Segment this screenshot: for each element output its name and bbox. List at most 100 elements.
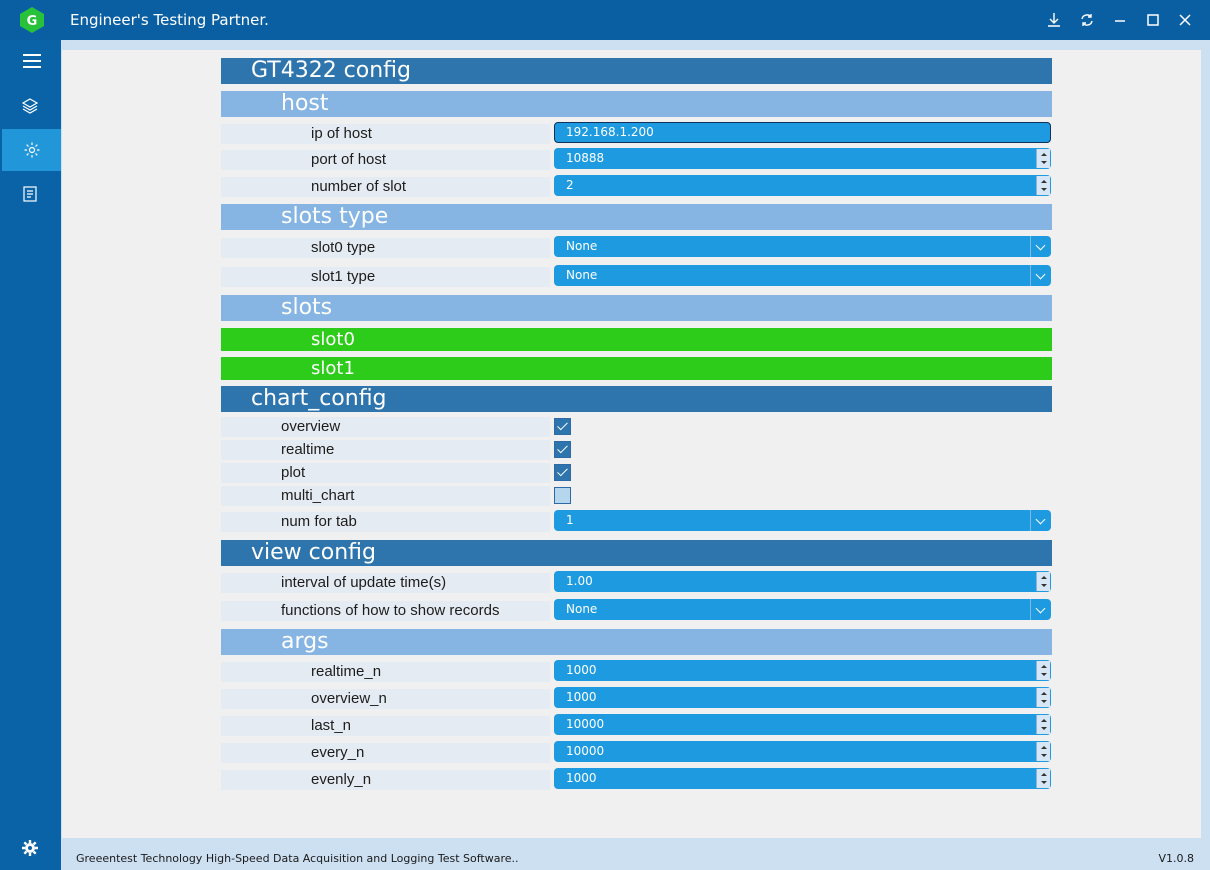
overview-n-spinbox[interactable]: 1000	[554, 687, 1051, 708]
num-for-tab-row: num for tab 1	[221, 510, 1052, 532]
app-title: Engineer's Testing Partner.	[70, 11, 269, 29]
close-icon[interactable]	[1175, 10, 1195, 30]
slot-count-stepper[interactable]	[1036, 176, 1050, 195]
interval-row: interval of update time(s) 1.00	[221, 571, 1052, 593]
port-of-host-row: port of host 10888	[221, 148, 1052, 170]
realtime-n-stepper[interactable]	[1036, 661, 1050, 680]
realtime-n-value: 1000	[566, 663, 597, 677]
slot0-type-label: slot0 type	[311, 239, 376, 256]
document-icon[interactable]	[0, 173, 59, 215]
realtime-n-spinbox[interactable]: 1000	[554, 660, 1051, 681]
interval-stepper[interactable]	[1036, 572, 1050, 591]
overview-row: overview	[221, 417, 1052, 437]
config-panel: GT4322 config host ip of host 192.168.1.…	[62, 50, 1201, 838]
plot-checkbox[interactable]	[554, 464, 571, 481]
evenly-n-spinbox[interactable]: 1000	[554, 768, 1051, 789]
menu-icon[interactable]	[2, 40, 61, 82]
overview-n-label: overview_n	[311, 690, 387, 707]
last-n-label: last_n	[311, 717, 352, 734]
slots-section-header: slots	[221, 295, 1052, 321]
svg-text:G: G	[27, 14, 38, 29]
evenly-n-row: evenly_n 1000	[221, 768, 1052, 790]
functions-select[interactable]: None	[554, 599, 1051, 620]
sidebar	[0, 40, 61, 870]
every-n-stepper[interactable]	[1036, 742, 1050, 761]
port-of-host-value: 10888	[566, 151, 605, 165]
chart-config-section-header: chart_config	[221, 386, 1052, 412]
every-n-row: every_n 10000	[221, 741, 1052, 763]
every-n-label: every_n	[311, 744, 365, 761]
realtime-n-label: realtime_n	[311, 663, 382, 680]
number-of-slot-row: number of slot 2	[221, 175, 1052, 197]
number-of-slot-label: number of slot	[311, 178, 407, 195]
slot1-type-row: slot1 type None	[221, 265, 1052, 287]
ip-of-host-label: ip of host	[311, 125, 372, 142]
slot1-item[interactable]: slot1	[221, 357, 1052, 380]
overview-n-value: 1000	[566, 690, 597, 704]
ip-of-host-row: ip of host 192.168.1.200	[221, 122, 1052, 144]
args-section-header: args	[221, 629, 1052, 655]
num-for-tab-value: 1	[566, 513, 574, 527]
realtime-n-row: realtime_n 1000	[221, 660, 1052, 682]
maximize-icon[interactable]	[1143, 10, 1163, 30]
evenly-n-value: 1000	[566, 771, 597, 785]
slot1-type-select[interactable]: None	[554, 265, 1051, 286]
chevron-down-icon[interactable]	[1030, 265, 1051, 286]
interval-value: 1.00	[566, 574, 593, 588]
num-for-tab-select[interactable]: 1	[554, 510, 1051, 531]
last-n-stepper[interactable]	[1036, 715, 1050, 734]
status-bar: Greeentest Technology High-Speed Data Ac…	[61, 848, 1210, 870]
config-title: GT4322 config	[221, 58, 1052, 84]
functions-label: functions of how to show records	[281, 602, 500, 619]
realtime-checkbox[interactable]	[554, 441, 571, 458]
gear-icon[interactable]	[0, 827, 59, 869]
slot1-type-label: slot1 type	[311, 268, 376, 285]
plot-label: plot	[281, 464, 306, 481]
multi-chart-checkbox[interactable]	[554, 487, 571, 504]
slot0-type-value: None	[566, 239, 598, 253]
overview-n-stepper[interactable]	[1036, 688, 1050, 707]
slot0-item[interactable]: slot0	[221, 328, 1052, 351]
number-of-slot-value: 2	[566, 178, 574, 192]
chevron-down-icon[interactable]	[1030, 599, 1051, 620]
num-for-tab-label: num for tab	[281, 513, 357, 530]
slot0-type-select[interactable]: None	[554, 236, 1051, 257]
slots-type-section-header: slots type	[221, 204, 1052, 230]
version-label: V1.0.8	[1158, 852, 1194, 865]
chevron-down-icon[interactable]	[1030, 510, 1051, 531]
ip-of-host-input[interactable]: 192.168.1.200	[554, 122, 1051, 143]
layers-icon[interactable]	[0, 85, 59, 127]
evenly-n-stepper[interactable]	[1036, 769, 1050, 788]
evenly-n-label: evenly_n	[311, 771, 372, 788]
overview-checkbox[interactable]	[554, 418, 571, 435]
minimize-icon[interactable]	[1110, 10, 1130, 30]
functions-value: None	[566, 602, 598, 616]
interval-spinbox[interactable]: 1.00	[554, 571, 1051, 592]
number-of-slot-spinbox[interactable]: 2	[554, 175, 1051, 196]
settings-icon[interactable]	[2, 129, 61, 171]
chevron-down-icon[interactable]	[1030, 236, 1051, 257]
multi-chart-label: multi_chart	[281, 487, 355, 504]
slot1-type-value: None	[566, 268, 598, 282]
footer-text: Greeentest Technology High-Speed Data Ac…	[76, 852, 519, 865]
download-icon[interactable]	[1044, 10, 1064, 30]
refresh-icon[interactable]	[1077, 10, 1097, 30]
title-bar: G Engineer's Testing Partner.	[0, 0, 1210, 40]
view-config-section-header: view config	[221, 540, 1052, 566]
port-of-host-spinbox[interactable]: 10888	[554, 148, 1051, 169]
interval-label: interval of update time(s)	[281, 574, 447, 591]
every-n-value: 10000	[566, 744, 605, 758]
realtime-row: realtime	[221, 440, 1052, 460]
realtime-label: realtime	[281, 441, 335, 458]
functions-row: functions of how to show records None	[221, 599, 1052, 621]
last-n-spinbox[interactable]: 10000	[554, 714, 1051, 735]
port-stepper[interactable]	[1036, 149, 1050, 168]
app-logo-icon: G	[18, 6, 46, 34]
slot0-type-row: slot0 type None	[221, 236, 1052, 258]
port-of-host-label: port of host	[311, 151, 387, 168]
plot-row: plot	[221, 463, 1052, 483]
every-n-spinbox[interactable]: 10000	[554, 741, 1051, 762]
last-n-value: 10000	[566, 717, 605, 731]
last-n-row: last_n 10000	[221, 714, 1052, 736]
main-area: GT4322 config host ip of host 192.168.1.…	[61, 40, 1210, 848]
